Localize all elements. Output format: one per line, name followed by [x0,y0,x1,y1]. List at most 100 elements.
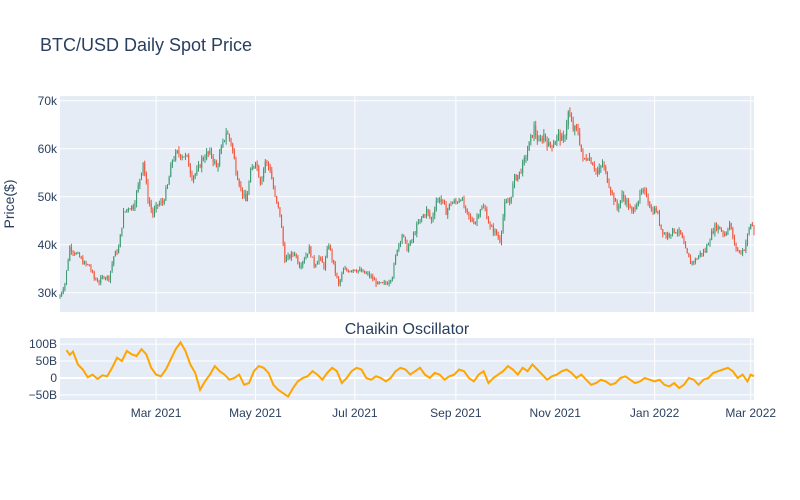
price-y-tick-label: 40k [38,238,58,252]
candle [256,160,258,172]
candle [548,138,550,147]
candle [59,294,61,299]
candle [316,260,318,265]
candle [201,155,203,173]
candle [509,197,511,206]
candle [173,155,175,162]
candle [668,232,670,239]
candle [572,116,574,132]
candle [735,242,737,252]
candle [95,277,97,281]
candle [367,271,369,276]
price-y-tick-label: 30k [38,286,58,300]
candle [561,132,563,141]
candle [118,244,120,254]
candle [74,251,76,257]
candle [105,276,107,281]
candle [738,250,740,254]
x-tick-label: Sep 2021 [430,406,482,420]
candle [610,186,612,196]
candle [538,135,540,142]
candle [494,228,496,236]
candle [595,168,597,175]
candle [491,224,493,228]
candle [742,248,744,257]
candle [206,148,208,161]
candle [310,245,312,258]
candle [178,146,180,158]
candle [701,252,703,258]
candle [587,157,589,161]
candle [616,199,618,211]
candle [676,229,678,237]
candle [628,198,630,211]
candle [126,208,128,213]
candle [352,269,354,274]
candle [240,181,242,192]
candle [338,275,340,287]
candle [276,195,278,204]
candle [447,207,449,219]
candle [246,191,248,202]
candle [639,189,641,204]
candle [411,238,413,244]
candle [116,249,118,256]
candle [584,157,586,160]
candle [535,120,537,139]
candle [649,201,651,209]
candle [92,269,94,274]
oscillator-y-tick-label: 0 [50,371,57,385]
candle [558,129,560,142]
candle [510,196,512,204]
candle [193,175,195,184]
candle [514,173,516,189]
candle [606,171,608,184]
candle [77,251,79,255]
candle [124,211,126,213]
candle [530,133,532,146]
oscillator-grid [60,338,754,400]
candle [383,279,385,285]
candle [344,265,346,270]
candle [657,210,659,215]
candle [497,231,499,240]
candle [211,147,213,159]
candle [751,222,753,227]
candle [342,267,344,275]
candle [445,201,447,216]
candle [716,222,718,232]
candle [403,234,405,238]
candle [85,260,87,267]
candle [474,221,476,225]
candle [481,205,483,211]
candle [359,266,361,272]
candle [329,244,331,251]
candle [214,158,216,165]
candle [145,171,147,185]
candle [119,234,121,248]
candle [162,197,164,206]
candle [709,238,711,247]
candle [66,270,68,286]
candle [662,229,664,238]
candle [717,224,719,234]
candle [248,180,250,196]
candle [331,248,333,263]
candle [479,208,481,218]
candle [155,201,157,213]
candle [598,163,600,175]
candle [355,269,357,273]
candle [404,236,406,244]
candle [551,144,553,152]
candle [96,277,98,283]
x-tick-label: Jul 2021 [332,406,378,420]
price-y-tick-label: 70k [38,94,58,108]
oscillator-y-tick-label: 50B [36,354,57,368]
candle [323,261,325,270]
candle [194,172,196,180]
candle [631,206,633,214]
candle [365,271,367,275]
candle [67,258,69,271]
candle [129,208,131,210]
candle [385,280,387,286]
